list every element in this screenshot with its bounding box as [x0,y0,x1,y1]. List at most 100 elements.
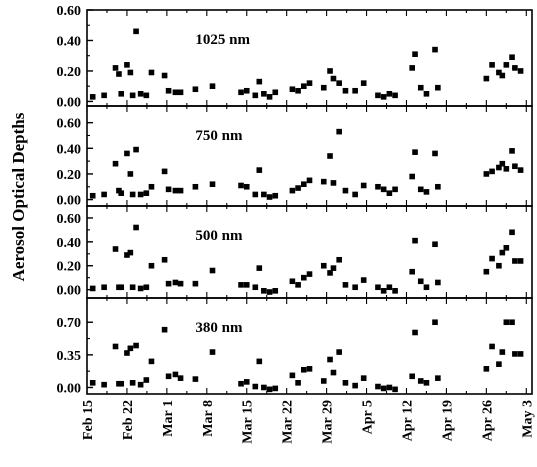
x-tick-label: May 3 [520,400,535,438]
data-point [266,386,273,393]
y-tick-label: 0.60 [57,212,82,227]
panel-frame [86,205,533,299]
data-point [238,282,244,288]
data-point [503,245,510,251]
data-point [509,54,515,61]
data-point [517,351,524,357]
data-point [512,351,518,357]
data-point [496,361,502,367]
data-point [435,183,441,190]
data-point [209,349,216,355]
data-point [124,150,130,157]
data-point [148,262,155,269]
data-point [489,62,495,68]
data-point [327,68,333,74]
data-point [423,189,430,195]
x-tick-label: Feb 22 [121,400,136,440]
data-point [272,89,279,96]
data-point [409,173,415,180]
y-axis-title: Aerosol Optical Depths [9,112,28,281]
data-point [148,358,155,365]
data-point [386,284,393,291]
data-point [300,366,307,373]
panel-label: 380 nm [195,320,243,336]
data-point [137,285,144,292]
y-tick-label: 0.00 [57,381,82,396]
panel-1: 0.00 0.20 0.40 0.60 750 nm [57,105,533,209]
data-point [327,356,333,363]
data-point [112,343,119,350]
data-point [295,282,301,288]
data-point [423,284,430,291]
data-point [306,366,313,372]
y-tick-label: 0.40 [57,142,82,157]
x-tick-label: Mar 15 [241,400,256,444]
data-point [137,91,144,97]
data-point [330,369,337,376]
data-point [129,92,136,99]
data-point [496,262,502,269]
data-point [143,92,150,99]
data-point [342,87,349,94]
data-point [209,83,216,89]
data-point [252,383,259,390]
data-point [118,380,125,387]
data-point [352,382,358,389]
data-point [352,191,358,198]
data-point [133,224,139,231]
data-point [412,329,418,336]
data-point [435,279,441,286]
data-point [375,92,381,99]
data-point [112,65,119,71]
x-tick-label: Apr 12 [400,400,415,441]
data-point [517,167,524,173]
y-tick-label: 0.40 [57,34,82,49]
data-point [489,255,495,262]
x-tick-label: Mar 22 [281,400,296,444]
data-point [161,326,168,333]
data-point [380,186,387,193]
data-point [512,65,518,71]
data-point [352,87,358,94]
data-point [499,72,506,79]
data-point [489,168,495,175]
data-point [330,265,337,271]
data-point [336,128,342,135]
data-point [483,171,490,177]
data-point [289,278,296,285]
data-point [112,246,119,252]
data-point [300,83,307,89]
x-tick-label: Mar 29 [321,400,336,444]
data-point [392,288,398,294]
data-point [238,182,244,189]
data-point [177,89,184,96]
data-point [133,342,139,349]
data-point [252,92,259,99]
data-point [483,75,490,82]
y-tick-label: 0.20 [57,260,82,275]
x-tick-label: Apr 26 [480,400,495,441]
data-point [165,280,172,287]
data-point [412,237,418,244]
data-point [161,72,168,79]
data-point [137,381,144,388]
panel-frame [86,9,533,107]
x-tick-label: Apr 19 [440,400,455,441]
data-point [330,180,337,186]
data-point [417,186,424,193]
data-point [289,372,296,379]
data-point [238,89,244,96]
data-point [118,284,125,291]
data-point [380,94,387,100]
data-point [489,343,495,350]
data-point [89,94,96,100]
data-point [503,166,510,172]
data-point [129,380,136,386]
panel-frame [86,105,533,207]
data-point [256,167,263,173]
data-point [243,282,250,288]
data-point [509,319,515,326]
y-tick-label: 0.00 [57,194,82,209]
data-point [272,385,279,392]
